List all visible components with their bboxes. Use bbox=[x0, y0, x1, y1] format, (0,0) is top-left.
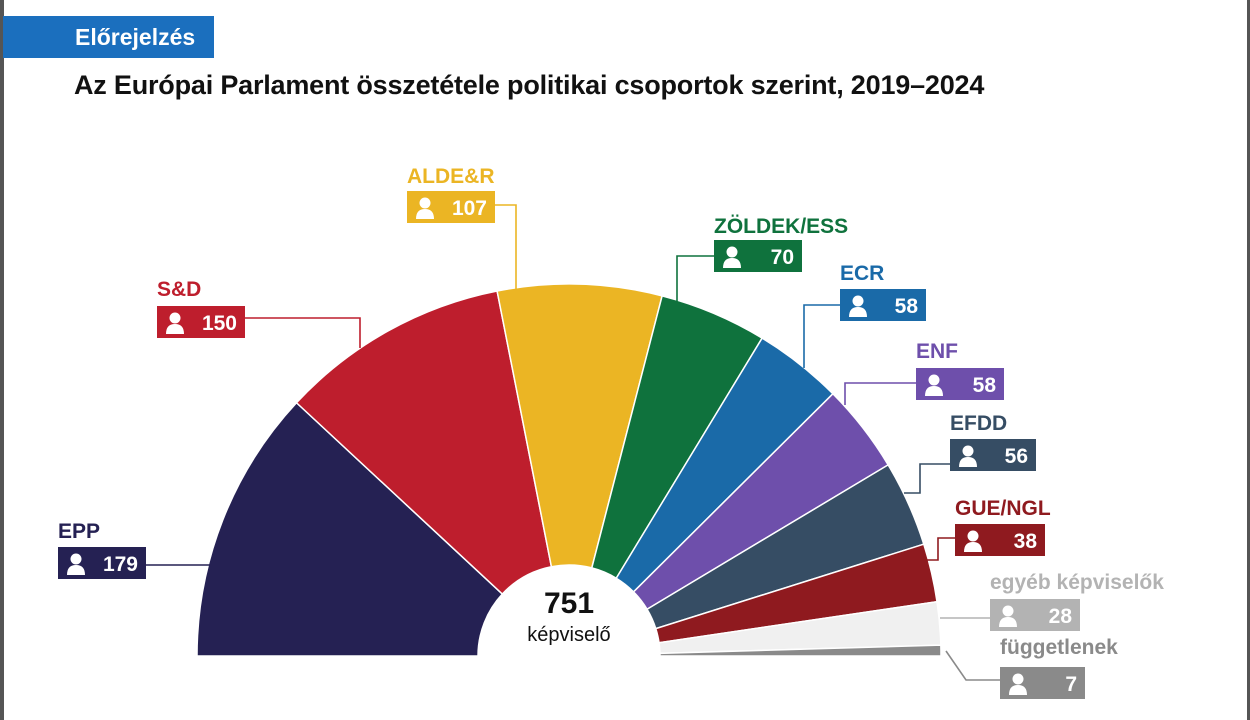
badge-egyeb-kepviselok: 28 bbox=[990, 599, 1080, 631]
leader-line-ecr bbox=[803, 304, 840, 368]
value-zoldek-ess: 70 bbox=[771, 246, 794, 269]
person-icon bbox=[959, 445, 977, 467]
label-efdd: EFDD bbox=[950, 412, 1007, 435]
badge-gue-ngl: 38 bbox=[955, 524, 1045, 556]
person-icon bbox=[1009, 673, 1027, 695]
badge-ecr: 58 bbox=[840, 289, 926, 321]
leader-line-efdd bbox=[904, 463, 950, 494]
forecast-tag: Előrejelzés bbox=[3, 16, 214, 58]
label-gue-ngl: GUE/NGL bbox=[955, 497, 1051, 520]
value-epp: 179 bbox=[103, 553, 138, 576]
value-enf: 58 bbox=[973, 374, 997, 397]
label-egyeb-kepviselok: egyéb képviselők bbox=[990, 571, 1164, 594]
person-icon bbox=[416, 197, 434, 219]
value-ecr: 58 bbox=[895, 295, 919, 318]
value-s-d: 150 bbox=[202, 312, 237, 335]
leader-line-alde-r bbox=[495, 204, 517, 290]
label-alde-r: ALDE&R bbox=[407, 165, 495, 188]
label-s-d: S&D bbox=[157, 278, 201, 301]
badge-s-d: 150 bbox=[157, 306, 245, 338]
frame-border-right bbox=[1247, 0, 1250, 720]
center-hub bbox=[478, 565, 660, 656]
person-icon bbox=[166, 312, 184, 334]
badge-efdd: 56 bbox=[950, 439, 1036, 471]
value-alde-r: 107 bbox=[452, 197, 487, 220]
leader-line-gue-ngl bbox=[920, 537, 955, 561]
chart-title: Az Európai Parlament összetétele politik… bbox=[74, 70, 985, 100]
person-icon bbox=[723, 246, 741, 268]
value-efdd: 56 bbox=[1005, 445, 1028, 468]
value-egyeb-kepviselok: 28 bbox=[1049, 605, 1073, 628]
badge-enf: 58 bbox=[916, 368, 1004, 400]
frame-border-left bbox=[0, 0, 4, 720]
value-fuggetlenek: 7 bbox=[1065, 673, 1077, 696]
person-icon bbox=[964, 530, 982, 552]
leader-line-s-d bbox=[245, 317, 361, 348]
badge-epp: 179 bbox=[58, 547, 146, 579]
label-zoldek-ess: ZÖLDEK/ESS bbox=[714, 215, 848, 238]
leader-line-zoldek-ess bbox=[676, 255, 714, 302]
person-icon bbox=[67, 553, 85, 575]
person-icon bbox=[999, 605, 1017, 627]
person-icon bbox=[849, 295, 867, 317]
leader-line-fuggetlenek bbox=[945, 650, 1000, 681]
label-fuggetlenek: függetlenek bbox=[1000, 636, 1118, 659]
total-seats: 751 bbox=[544, 587, 594, 620]
badge-fuggetlenek: 7 bbox=[1000, 667, 1085, 699]
label-epp: EPP bbox=[58, 520, 100, 543]
total-seats-unit: képviselő bbox=[527, 624, 610, 646]
leader-line-enf bbox=[844, 382, 916, 405]
person-icon bbox=[925, 374, 943, 396]
label-ecr: ECR bbox=[840, 262, 884, 285]
value-gue-ngl: 38 bbox=[1014, 530, 1038, 553]
badge-alde-r: 107 bbox=[407, 191, 495, 223]
badge-zoldek-ess: 70 bbox=[714, 240, 802, 272]
label-enf: ENF bbox=[916, 340, 958, 363]
